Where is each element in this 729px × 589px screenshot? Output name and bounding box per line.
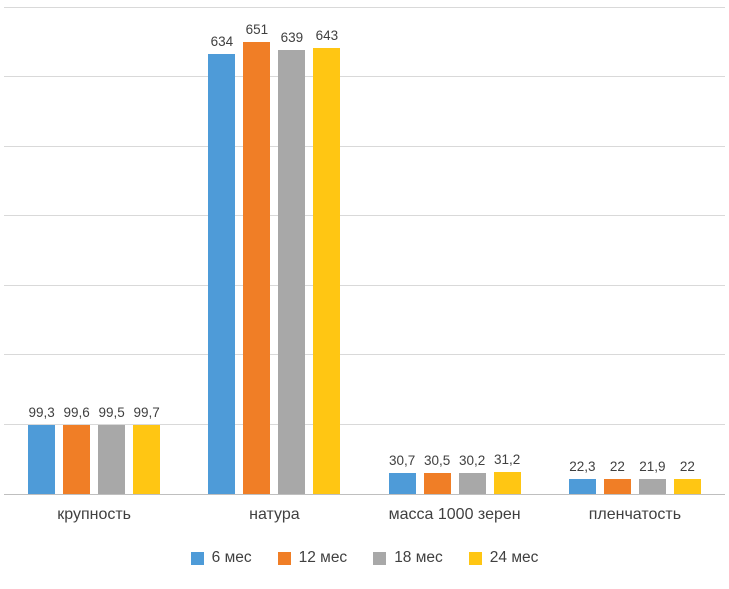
data-label: 22 [609, 458, 625, 474]
legend-swatch [468, 551, 482, 565]
legend-label: 12 мес [298, 549, 348, 566]
data-label: 99,6 [63, 404, 90, 420]
data-label: 22 [679, 458, 695, 474]
gridline [4, 284, 725, 286]
bar: 639 [278, 30, 306, 494]
bar: 634 [208, 34, 236, 494]
legend-swatch [277, 551, 291, 565]
category-group: 30,7 30,5 30,2 31,2 [365, 8, 545, 494]
gridline [4, 354, 725, 356]
category-group: 634 651 639 643 [184, 8, 364, 494]
bar: 651 [243, 22, 271, 494]
category-group: 99,3 99,6 99,5 99,7 [4, 8, 184, 494]
gridline [4, 145, 725, 147]
bar: 99,6 [63, 405, 91, 494]
category-label: пленчатость [588, 506, 682, 523]
category-group: 22,3 22 21,9 22 [545, 8, 725, 494]
data-label: 31,2 [493, 452, 521, 468]
bar: 99,7 [133, 405, 161, 494]
gridline [4, 76, 725, 78]
bar: 30,2 [458, 453, 486, 494]
bar: 22,3 [568, 459, 596, 494]
legend-label: 24 мес [489, 549, 539, 566]
gridline [4, 215, 725, 217]
plot-area: 99,3 99,6 99,5 99,7 634 651 639 643 30,7 30,5 30,2… [4, 7, 725, 495]
x-axis-labels: крупность натура масса 1000 зерен пленчатос… [4, 504, 725, 526]
gridline [4, 7, 725, 8]
data-label: 22,3 [569, 458, 596, 474]
category-label: крупность [57, 506, 132, 523]
data-label: 30,2 [458, 453, 486, 469]
data-label: 99,5 [98, 404, 125, 420]
gridlines [4, 7, 725, 494]
legend-swatch [190, 551, 204, 565]
legend-label: 6 мес [211, 549, 252, 566]
data-label: 30,5 [423, 452, 451, 468]
bar: 21,9 [638, 459, 666, 494]
legend-item: 12 мес [277, 549, 348, 567]
data-label: 643 [315, 27, 339, 43]
data-label: 99,3 [28, 405, 55, 421]
legend-item: 6 мес [190, 549, 252, 567]
data-label: 634 [210, 33, 234, 49]
bar: 99,3 [28, 405, 56, 494]
bar-groups: 99,3 99,6 99,5 99,7 634 651 639 643 30,7 30,5 30,2… [4, 8, 725, 494]
bar: 30,5 [423, 453, 451, 494]
data-label: 639 [280, 30, 304, 46]
category-label: натура [249, 506, 300, 523]
legend: 6 мес 12 мес 18 мес 24 мес [0, 549, 729, 567]
legend-label: 18 мес [394, 549, 443, 566]
legend-item: 18 мес [373, 549, 443, 567]
data-label: 30,7 [388, 452, 416, 468]
bar: 643 [313, 28, 341, 494]
bar: 31,2 [493, 452, 521, 494]
data-label: 99,7 [133, 404, 160, 420]
bar: 22 [673, 459, 701, 494]
bar: 99,5 [98, 405, 126, 494]
bar: 22 [603, 459, 631, 494]
data-label: 21,9 [639, 458, 666, 474]
legend-swatch [373, 551, 387, 565]
gridline [4, 423, 725, 425]
legend-item: 24 мес [468, 549, 539, 567]
bar: 30,7 [388, 453, 416, 494]
data-label: 651 [245, 22, 269, 38]
category-label: масса 1000 зерен [388, 506, 521, 523]
